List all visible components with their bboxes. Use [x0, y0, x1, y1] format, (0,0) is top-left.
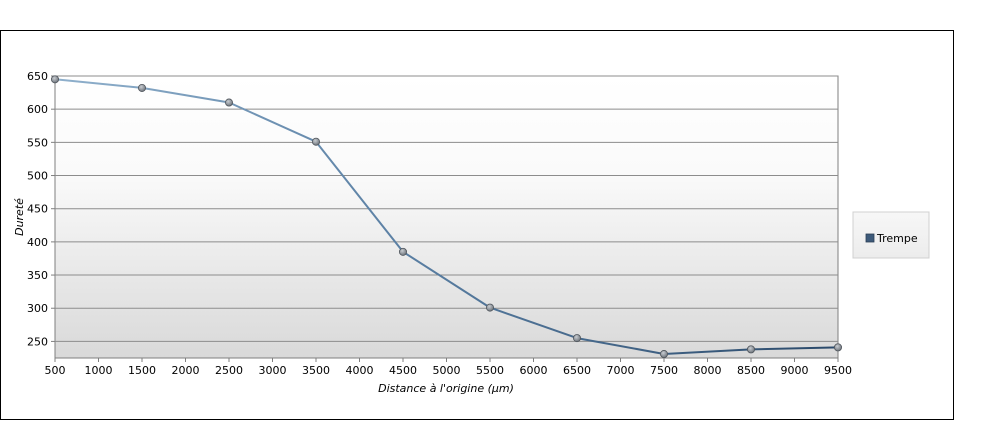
- y-tick-label: 250: [27, 335, 48, 348]
- series-trempe: [51, 75, 843, 359]
- x-tick-label: 1000: [85, 364, 113, 377]
- data-point: [224, 98, 233, 107]
- series-line: [54, 78, 839, 355]
- x-tick-label: 9000: [781, 364, 809, 377]
- y-axis-title: Dureté: [13, 198, 26, 236]
- y-tick-label: 550: [27, 136, 48, 149]
- x-tick-label: 9500: [824, 364, 852, 377]
- x-axis-title: Distance à l'origine (µm): [378, 382, 514, 395]
- plot-area: [54, 75, 839, 359]
- x-tick-label: 6500: [563, 364, 591, 377]
- data-point: [51, 75, 60, 84]
- data-point: [137, 83, 146, 92]
- x-tick-label: 7500: [650, 364, 678, 377]
- x-tick-label: 500: [45, 364, 66, 377]
- x-tick-label: 8500: [737, 364, 765, 377]
- x-tick-label: 5000: [433, 364, 461, 377]
- x-tick-label: 2000: [172, 364, 200, 377]
- data-point: [398, 247, 407, 256]
- x-tick-label: 6000: [520, 364, 548, 377]
- x-tick-label: 3000: [259, 364, 287, 377]
- x-axis: 500 1000 1500 2000 2500 3000 3500 4000 4500 5000 5…: [45, 358, 852, 377]
- x-tick-label: 4000: [346, 364, 374, 377]
- legend: Trempe: [852, 211, 930, 259]
- data-point: [573, 334, 582, 343]
- x-tick-label: 5500: [476, 364, 504, 377]
- y-tick-label: 450: [27, 203, 48, 216]
- y-axis: 250 300 350 400 450 500 550 600 650: [27, 70, 55, 348]
- data-point: [311, 137, 320, 146]
- y-tick-label: 400: [27, 236, 48, 249]
- x-tick-label: 8000: [694, 364, 722, 377]
- y-tick-label: 300: [27, 302, 48, 315]
- y-tick-label: 350: [27, 269, 48, 282]
- x-tick-label: 3500: [302, 364, 330, 377]
- grid-lines: [55, 75, 838, 342]
- legend-swatch-trempe: [865, 233, 875, 243]
- data-point: [485, 303, 494, 312]
- data-point: [747, 345, 756, 354]
- x-tick-label: 7000: [607, 364, 635, 377]
- y-tick-label: 500: [27, 170, 48, 183]
- x-tick-label: 2500: [215, 364, 243, 377]
- legend-label-trempe: Trempe: [876, 232, 918, 245]
- y-tick-label: 650: [27, 70, 48, 83]
- data-point: [834, 343, 843, 352]
- line-chart: 250 300 350 400 450 500 550 600 650 500 1000 1500 2…: [13, 70, 930, 395]
- y-tick-label: 600: [27, 103, 48, 116]
- data-point: [660, 350, 669, 359]
- x-tick-label: 4500: [389, 364, 417, 377]
- x-tick-label: 1500: [128, 364, 156, 377]
- chart-frame: 250 300 350 400 450 500 550 600 650 500 1000 1500 2…: [0, 30, 954, 420]
